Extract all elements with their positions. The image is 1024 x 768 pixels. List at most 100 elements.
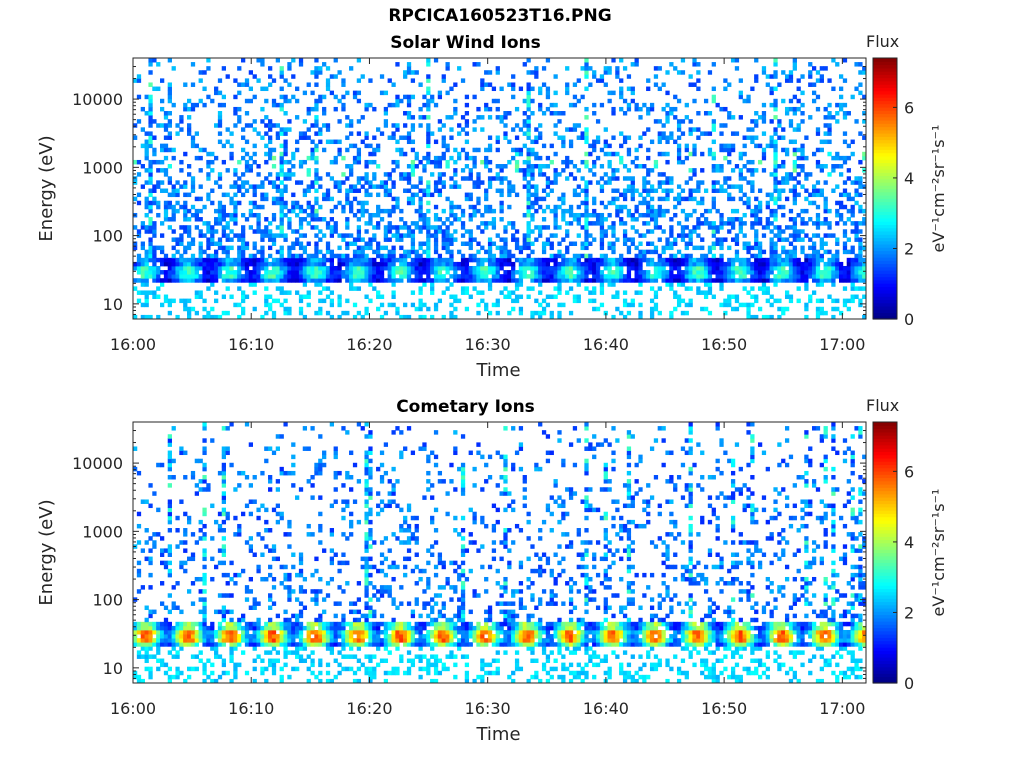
heatmap-cell xyxy=(773,172,778,177)
heatmap-cell xyxy=(538,86,543,92)
heatmap-cell xyxy=(854,221,859,226)
heatmap-cell xyxy=(391,196,396,202)
heatmap-cell xyxy=(383,192,389,198)
heatmap-cell xyxy=(252,192,257,198)
heatmap-cell xyxy=(349,119,354,124)
heatmap-cell xyxy=(576,257,581,263)
heatmap-cell xyxy=(734,217,740,222)
heatmap-cell xyxy=(476,196,481,202)
heatmap-cell xyxy=(136,253,142,259)
heatmap-cell xyxy=(341,102,346,108)
heatmap-cell xyxy=(175,642,180,647)
heatmap-cell xyxy=(835,155,840,161)
heatmap-cell xyxy=(298,180,304,185)
heatmap-cell xyxy=(495,135,500,140)
heatmap-cell xyxy=(395,196,400,202)
heatmap-cell xyxy=(472,180,477,185)
heatmap-cell xyxy=(638,278,643,283)
heatmap-cell xyxy=(638,164,643,169)
heatmap-cell xyxy=(325,188,331,193)
heatmap-cell xyxy=(669,188,674,193)
heatmap-cell xyxy=(260,106,265,112)
heatmap-cell xyxy=(460,212,466,218)
heatmap-cell xyxy=(183,278,188,283)
heatmap-cell xyxy=(599,147,605,153)
heatmap-cell xyxy=(850,286,855,291)
heatmap-cell xyxy=(445,241,450,246)
heatmap-cell xyxy=(318,274,323,279)
heatmap-cell xyxy=(692,208,697,214)
heatmap-cell xyxy=(549,274,554,279)
heatmap-cell xyxy=(584,70,589,75)
heatmap-cell xyxy=(140,499,145,504)
heatmap-cell xyxy=(761,314,767,320)
heatmap-cell xyxy=(426,225,431,230)
heatmap-cell xyxy=(133,621,138,627)
heatmap-cell xyxy=(383,265,389,271)
heatmap-cell xyxy=(599,184,605,189)
heatmap-cell xyxy=(271,123,277,128)
heatmap-cell xyxy=(680,196,686,202)
heatmap-cell xyxy=(572,278,578,283)
heatmap-cell xyxy=(148,221,153,226)
heatmap-cell xyxy=(730,237,736,242)
heatmap-cell xyxy=(511,74,516,79)
heatmap-cell xyxy=(430,261,435,267)
heatmap-cell xyxy=(665,245,670,251)
heatmap-cell xyxy=(345,123,350,128)
heatmap-cell xyxy=(526,257,531,263)
heatmap-cell xyxy=(194,666,199,672)
heatmap-cell xyxy=(588,82,593,87)
heatmap-cell xyxy=(364,278,369,283)
heatmap-cell xyxy=(811,98,817,104)
heatmap-cell xyxy=(580,241,585,246)
heatmap-cell xyxy=(842,188,848,193)
heatmap-cell xyxy=(148,208,153,214)
heatmap-cell xyxy=(322,62,327,67)
heatmap-cell xyxy=(410,278,416,283)
heatmap-cell xyxy=(622,233,628,238)
heatmap-cell xyxy=(611,270,616,275)
heatmap-cell xyxy=(765,286,770,291)
heatmap-cell xyxy=(241,294,246,300)
heatmap-cell xyxy=(831,270,836,275)
heatmap-cell xyxy=(584,74,589,79)
heatmap-cell xyxy=(445,225,450,230)
heatmap-cell xyxy=(349,241,354,246)
heatmap-cell xyxy=(148,536,153,541)
heatmap-cell xyxy=(198,528,203,533)
colorbar-segment xyxy=(873,250,897,255)
heatmap-cell xyxy=(198,479,203,484)
heatmap-cell xyxy=(163,168,169,173)
heatmap-cell xyxy=(422,261,427,267)
heatmap-cell xyxy=(846,111,851,116)
heatmap-cell xyxy=(210,503,215,509)
heatmap-cell xyxy=(831,155,836,161)
heatmap-cell xyxy=(171,629,176,635)
heatmap-cell xyxy=(757,306,763,312)
heatmap-cell xyxy=(244,257,250,263)
heatmap-cell xyxy=(136,298,142,304)
heatmap-cell xyxy=(858,261,863,267)
heatmap-cell xyxy=(711,168,716,173)
heatmap-cell xyxy=(788,257,794,263)
heatmap-cell xyxy=(271,212,277,218)
heatmap-cell xyxy=(268,302,273,308)
heatmap-cell xyxy=(781,310,786,316)
heatmap-cell xyxy=(140,314,145,320)
heatmap-cell xyxy=(742,245,747,251)
heatmap-cell xyxy=(526,151,531,157)
heatmap-cell xyxy=(449,184,454,189)
heatmap-cell xyxy=(364,192,369,198)
heatmap-cell xyxy=(487,253,493,259)
heatmap-cell xyxy=(399,237,404,242)
heatmap-cell xyxy=(406,131,412,136)
heatmap-cell xyxy=(160,302,165,308)
heatmap-cell xyxy=(719,143,724,149)
heatmap-cell xyxy=(140,278,145,283)
heatmap-cell xyxy=(268,306,273,312)
heatmap-cell xyxy=(337,119,342,124)
heatmap-cell xyxy=(653,208,659,214)
heatmap-cell xyxy=(202,556,207,562)
